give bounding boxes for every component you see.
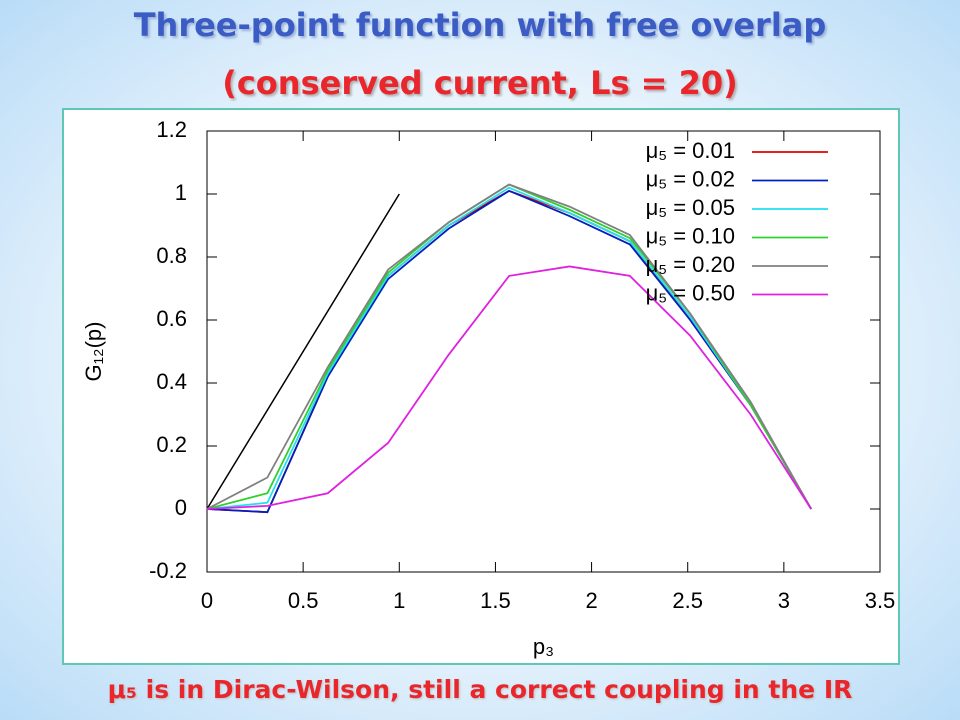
- chart-frame: [62, 108, 900, 665]
- x-tick-label: 3: [778, 588, 790, 613]
- chart: 0 0.5 1 1.5 2 2.5 3 3.5 -0.2 0 0.2 0.4 0.6 0.8 1 1.2 p₃ G…: [62, 108, 900, 665]
- legend-label: μ₅ = 0.50: [646, 280, 735, 305]
- legend-label: μ₅ = 0.10: [646, 223, 735, 248]
- slide-title: Three-point function with free overlap: [133, 6, 827, 44]
- x-tick-label: 0.5: [288, 588, 319, 613]
- x-tick-label: 2.5: [672, 588, 703, 613]
- reference-line: [206, 193, 400, 510]
- y-tick-label: 1.2: [156, 117, 187, 142]
- series-line: [206, 265, 812, 510]
- x-tick-label: 3.5: [865, 588, 896, 613]
- y-tick-label: 1: [175, 180, 187, 205]
- y-tick-label: 0: [175, 495, 187, 520]
- y-tick-label: 0.8: [156, 243, 187, 268]
- y-axis-label: G₁₂(p): [81, 322, 106, 382]
- series-line: [206, 183, 812, 510]
- footer: μ₅ is in Dirac-Wilson, still a correct c…: [107, 675, 853, 704]
- legend-label: μ₅ = 0.20: [646, 252, 735, 277]
- x-tick-label: 0: [201, 588, 213, 613]
- legend-label: μ₅ = 0.05: [646, 195, 735, 220]
- x-tick-label: 2: [585, 588, 597, 613]
- y-tick-label: 0.2: [156, 432, 187, 457]
- y-tick-label: 0.6: [156, 306, 187, 331]
- legend-label: μ₅ = 0.02: [646, 166, 735, 191]
- plot-border: [206, 130, 881, 573]
- y-tick-label: 0.4: [156, 369, 187, 394]
- x-tick-label: 1.5: [480, 588, 511, 613]
- series-line: [206, 189, 812, 514]
- x-axis-label: p₃: [533, 634, 554, 659]
- slide-subtitle: (conserved current, Ls = 20): [222, 64, 738, 102]
- y-tick-label: -0.2: [149, 558, 187, 583]
- legend-label: μ₅ = 0.01: [646, 138, 735, 163]
- series-line: [206, 186, 812, 510]
- x-tick-label: 1: [393, 588, 405, 613]
